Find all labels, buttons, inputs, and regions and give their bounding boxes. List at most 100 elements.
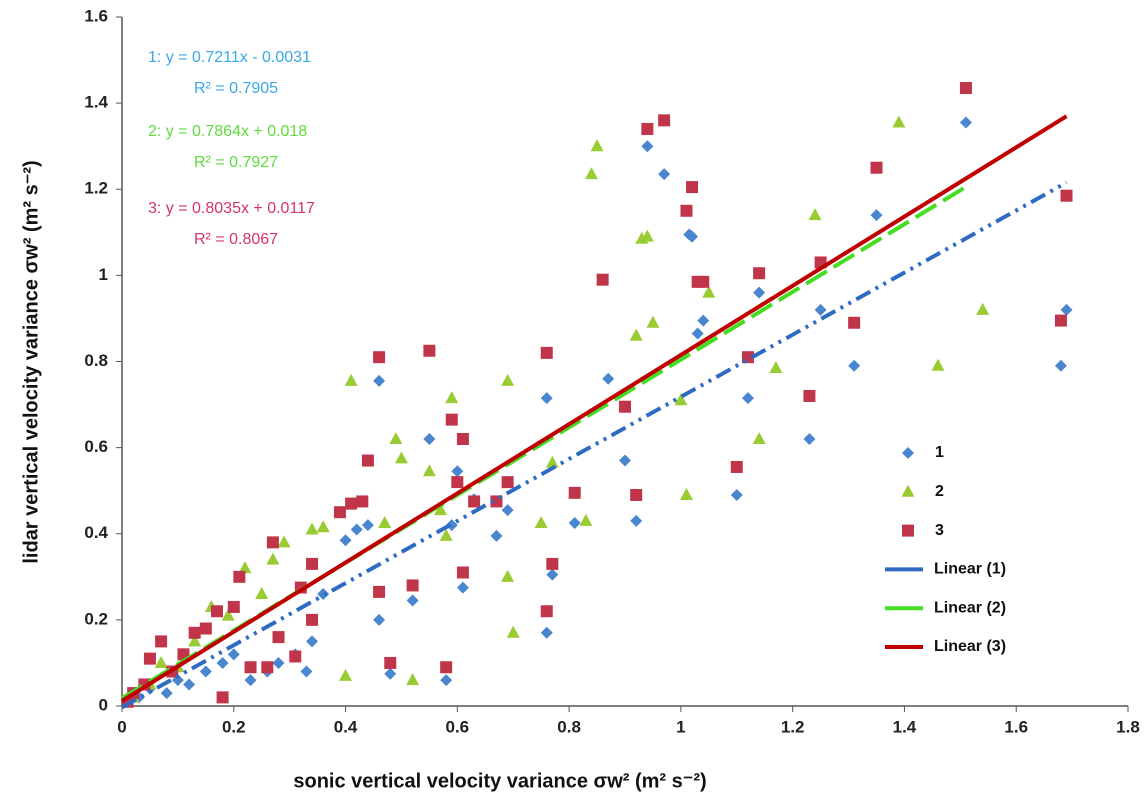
x-tick-label: 0 [117,717,126,736]
trend-line [121,180,1068,710]
point [674,393,688,406]
point [306,635,319,648]
point [870,161,883,174]
x-tick-label: 0.4 [334,717,358,736]
legend-label: Linear (1) [934,561,1006,578]
trend-line [120,114,1068,703]
equation: R² = 0.8067 [194,231,278,248]
point [540,605,553,618]
legend-label: 1 [935,444,944,461]
y-tick-label: 1.6 [84,6,108,25]
point [406,594,419,607]
point [769,360,783,373]
point [306,613,319,626]
point [373,374,386,387]
point [691,275,704,288]
x-tick-label: 1.8 [1116,717,1140,736]
point [188,634,202,647]
point [976,302,990,315]
point [216,691,229,704]
point [211,605,224,618]
y-tick-label: 1 [99,265,108,284]
legend-label: 2 [935,483,944,500]
point [277,535,291,548]
point [730,488,743,501]
point [501,373,515,386]
point [596,273,609,286]
equation: 1: y = 0.7211x - 0.0031 [148,49,311,66]
x-tick-label: 1.6 [1004,717,1028,736]
legend-label: 3 [935,522,944,539]
point [344,373,358,386]
point [490,529,503,542]
legend-label: Linear (3) [934,638,1006,655]
point [931,358,945,371]
point [423,433,436,446]
point [545,455,559,468]
point [227,648,240,661]
point [848,316,861,329]
point [445,519,458,532]
point [546,557,559,570]
point [361,519,374,532]
point [316,520,330,533]
y-tick-label: 0.4 [84,523,108,542]
point [238,561,252,574]
legend-marker [902,524,914,537]
point [361,454,374,467]
point [506,625,520,638]
point [384,667,397,680]
point [540,626,553,639]
x-tick-label: 0.6 [446,717,470,736]
point [422,464,436,477]
y-tick-label: 0 [99,695,108,714]
point [568,516,581,529]
point [244,661,257,674]
point [468,495,481,508]
point [456,433,469,446]
point [546,568,559,581]
point [333,506,346,519]
point [216,656,229,669]
point [630,514,643,527]
point [255,587,269,600]
point [691,327,704,340]
point [959,82,972,95]
point [641,122,654,135]
point [143,652,156,665]
point [440,661,453,674]
point [456,581,469,594]
point [227,600,240,613]
point [384,656,397,669]
point [350,523,363,536]
x-axis-label: sonic vertical velocity variance σw² (m²… [293,770,706,792]
point [394,451,408,464]
x-tick-label: 0.2 [222,717,246,736]
point [501,569,515,582]
point [683,228,696,241]
point [803,389,816,402]
point [814,303,827,316]
point [451,476,464,489]
point [300,665,313,678]
point [808,208,822,221]
y-tick-label: 0.6 [84,437,108,456]
point [702,285,716,298]
point [451,465,464,478]
point [244,674,257,687]
point [501,504,514,517]
point [579,513,593,526]
equation: 3: y = 0.8035x + 0.0117 [148,200,315,217]
point [378,515,392,528]
point [406,673,420,686]
point [619,400,631,413]
point [345,497,358,510]
point [1060,303,1073,316]
y-axis-label: lidar vertical velocity variance σw² (m²… [20,160,42,563]
point [658,114,671,127]
equation: 2: y = 0.7864x + 0.018 [148,123,307,140]
y-tick-label: 1.2 [84,179,108,198]
point [373,585,386,598]
point [445,391,459,404]
point [568,486,581,499]
